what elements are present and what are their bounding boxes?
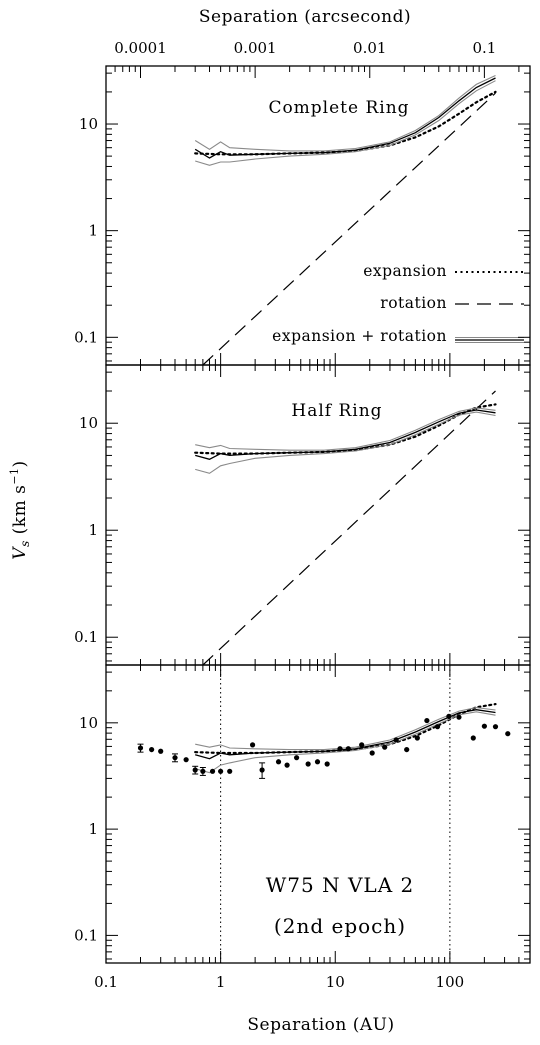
y-axis-title: Vs (km s−1) (8, 460, 32, 559)
data-point (172, 755, 178, 761)
panel-3-frame (105, 664, 531, 964)
legend-label-expansion-rotation: expansion + rotation (272, 327, 447, 345)
top-tick-label: 0.01 (353, 39, 386, 57)
y-tick-label: 0.1 (74, 926, 98, 944)
data-point (414, 735, 420, 741)
data-point (314, 759, 321, 765)
series-expansion-rotation (195, 409, 496, 460)
data-point (200, 768, 206, 774)
data-point (369, 750, 375, 756)
data-point (324, 761, 330, 767)
data-point (404, 746, 410, 753)
x-tick-label: 0.1 (94, 973, 118, 991)
series-envelope-lower (195, 80, 496, 166)
data-point (345, 746, 351, 752)
bottom-axis-title: Separation (AU) (247, 1015, 394, 1035)
svg-text:Vs (km s−1): Vs (km s−1) (8, 460, 32, 559)
series-envelope-lower (195, 411, 496, 474)
series-expansion-rotation (194, 77, 496, 159)
panel-title-half-ring: Half Ring (291, 401, 382, 421)
legend-label-rotation: rotation (380, 294, 447, 312)
data-point (382, 744, 388, 750)
data-point (470, 735, 476, 741)
y-tick-label: 1 (88, 521, 98, 539)
y-tick-label: 10 (79, 115, 98, 133)
series-envelope-lower (195, 711, 496, 774)
y-tick-label: 10 (79, 714, 98, 732)
series-expansion (194, 703, 497, 755)
y-tick-label: 0.1 (74, 628, 98, 646)
x-tick-label: 10 (326, 973, 345, 991)
data-point (359, 742, 365, 748)
data-point (481, 723, 487, 729)
data-point (158, 748, 164, 754)
data-point (456, 714, 462, 720)
legend: expansion rotation expansion + rotation (272, 262, 524, 345)
data-point (183, 757, 189, 763)
annotation-source: W75 N VLA 2 (266, 873, 414, 897)
data-point (293, 755, 300, 761)
data-point (275, 759, 282, 765)
data-point (446, 713, 452, 719)
data-point (149, 746, 155, 753)
data-point (337, 746, 343, 752)
data-point (492, 724, 499, 730)
data-point (284, 762, 290, 768)
annotation-epoch: (2nd epoch) (274, 914, 406, 938)
series-envelope-upper (195, 407, 496, 451)
panel-1: 0.1 1 10 (74, 65, 531, 366)
data-point (249, 742, 256, 748)
series-envelope-upper (194, 75, 496, 152)
data-point (434, 724, 441, 730)
y-tick-label: 1 (88, 222, 98, 240)
y-tick-label: 1 (88, 820, 98, 838)
series-envelope-upper (195, 707, 496, 751)
data-point (218, 768, 224, 774)
data-point (227, 768, 233, 774)
top-tick-label: 0.0001 (114, 39, 167, 57)
x-tick-label: 100 (436, 973, 465, 991)
data-point (259, 767, 265, 773)
panel-title-complete-ring: Complete Ring (268, 98, 409, 118)
y-tick-label: 0.1 (74, 328, 98, 346)
data-point (424, 717, 430, 724)
x-tick-label: 1 (216, 973, 226, 991)
data-point (209, 768, 216, 774)
series-rotation (202, 92, 496, 365)
top-tick-label: 0.1 (472, 39, 496, 57)
data-point (192, 767, 198, 773)
top-axis-title: Separation (arcsecond) (199, 7, 411, 27)
top-tick-label: 0.001 (234, 39, 277, 57)
y-tick-label: 10 (79, 414, 98, 432)
series-rotation (202, 390, 496, 665)
data-point (305, 761, 311, 767)
data-point (505, 731, 511, 737)
data-point (393, 737, 399, 743)
legend-label-expansion: expansion (363, 262, 447, 280)
data-point (137, 745, 144, 751)
panel-3: 0.1 1 10 (74, 664, 531, 964)
